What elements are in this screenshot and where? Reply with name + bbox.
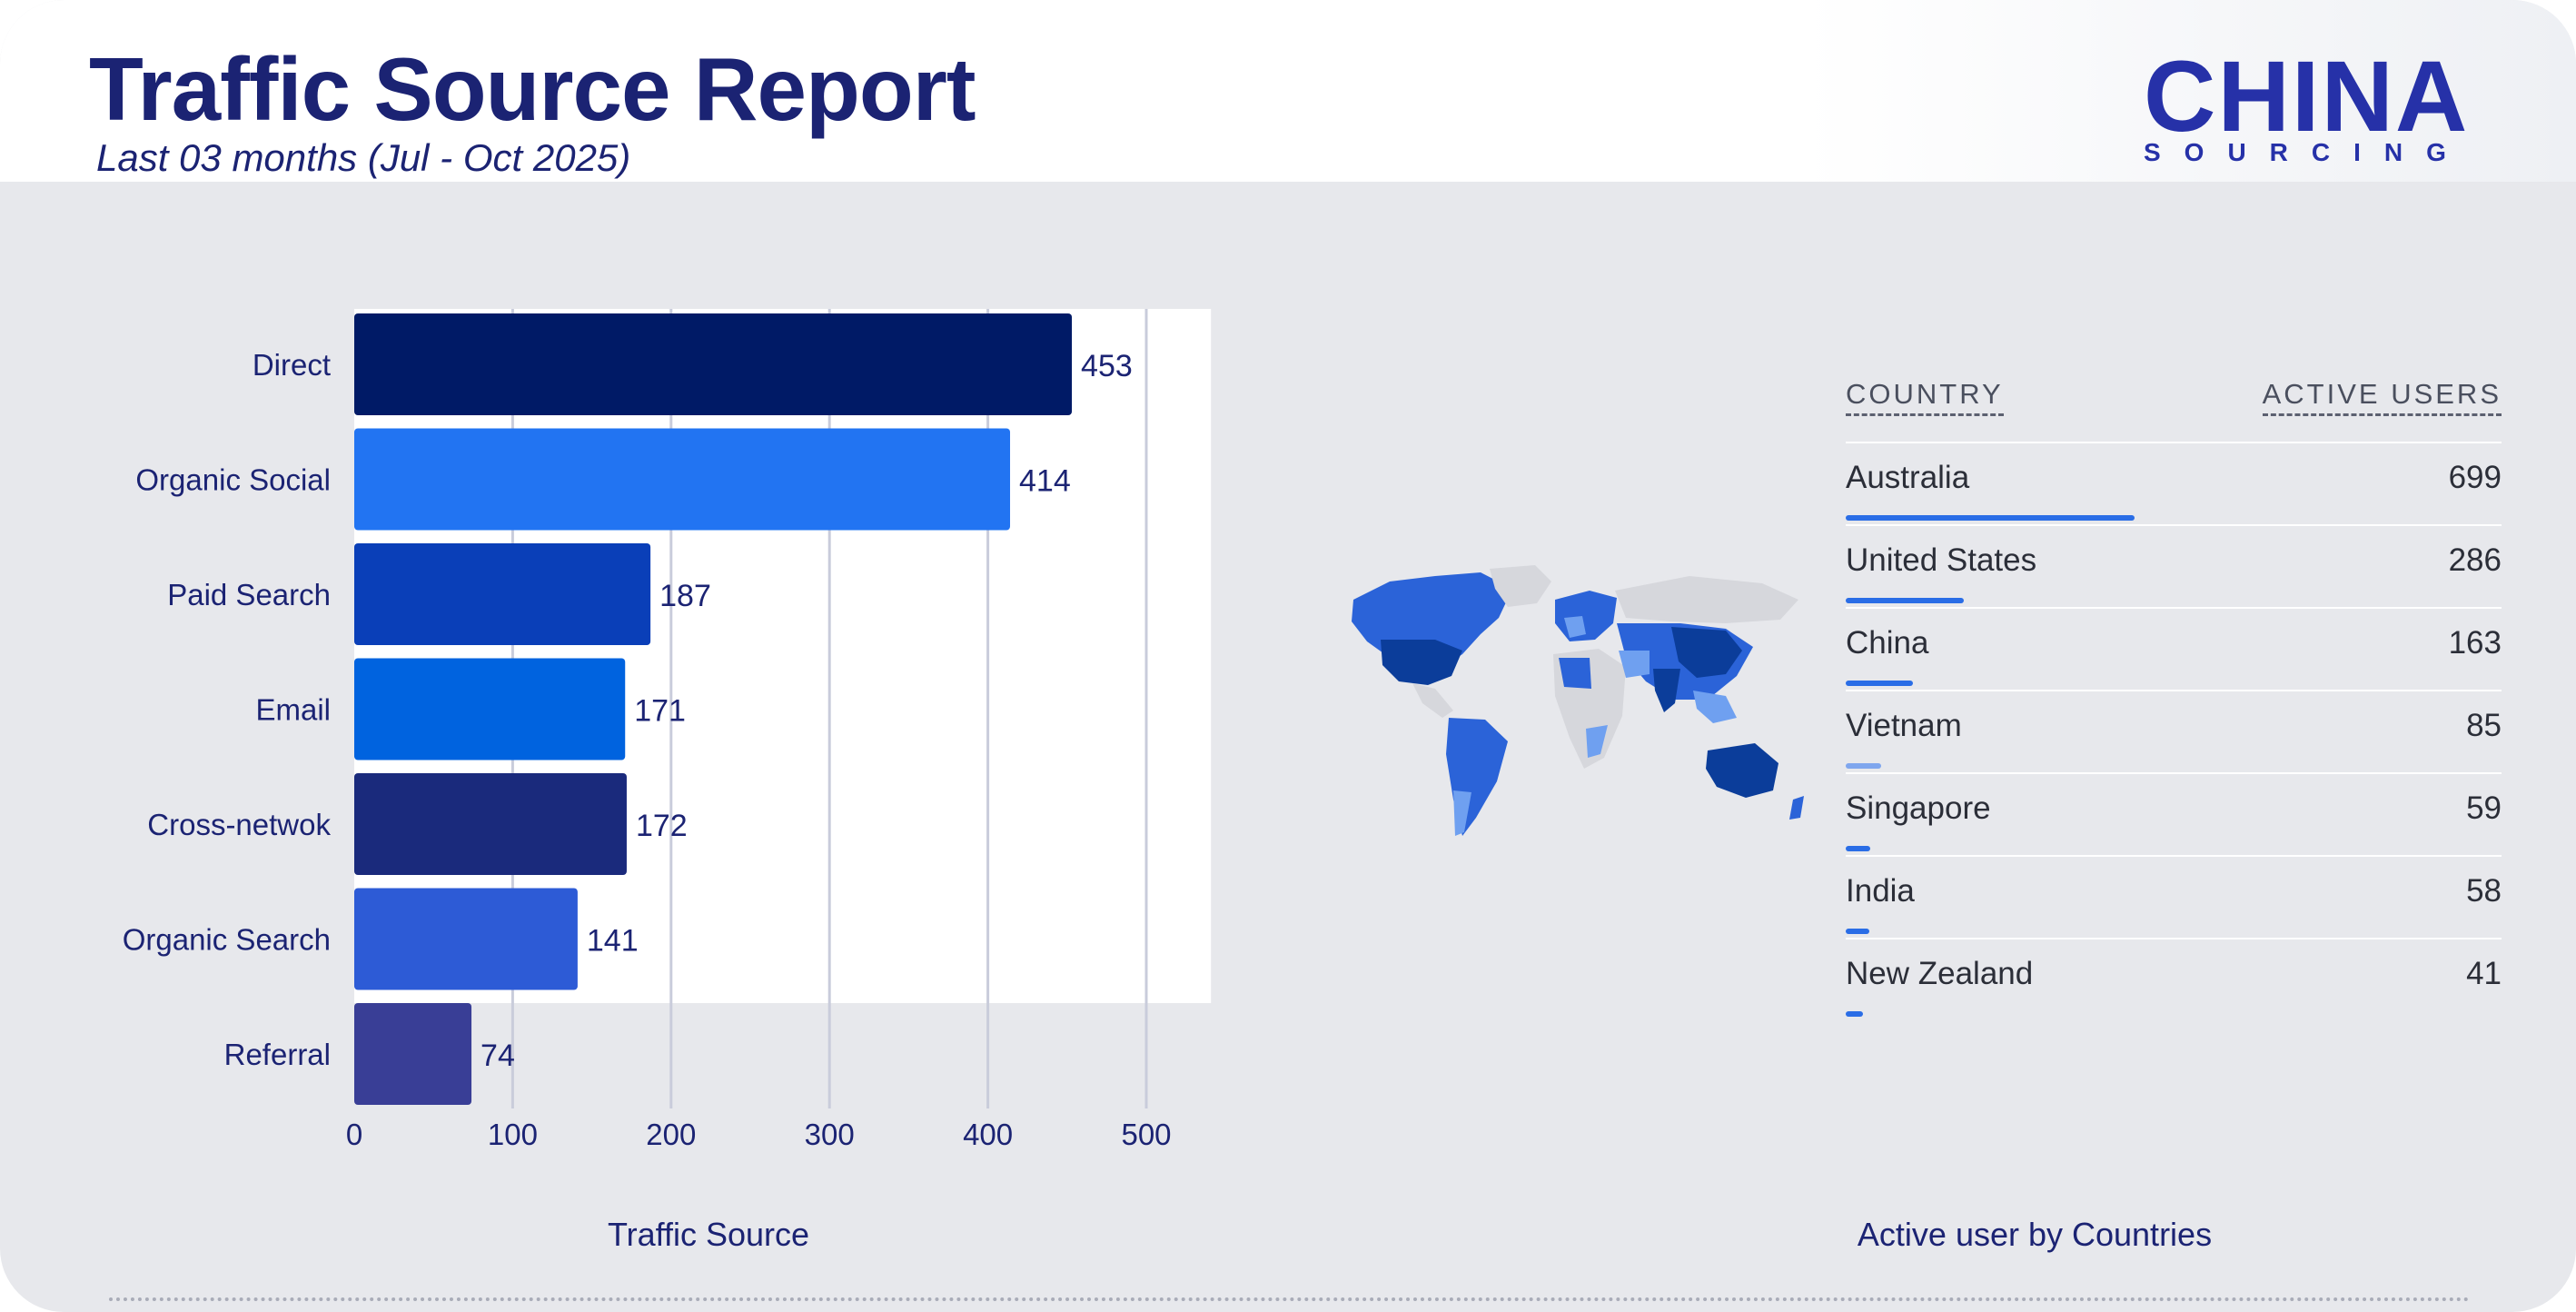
data-label-5: 141 — [587, 924, 639, 959]
logo-sub-text: SOURCING — [2144, 138, 2470, 166]
table-row[interactable]: Australia 699 — [1846, 442, 2502, 524]
map-europe — [1555, 591, 1617, 641]
table-row[interactable]: United States 286 — [1846, 524, 2502, 607]
map-australia — [1706, 743, 1778, 798]
country-name: New Zealand — [1846, 956, 2034, 991]
table-row[interactable]: Singapore 59 — [1846, 772, 2502, 855]
map-usa — [1381, 640, 1462, 685]
active-users-value: 85 — [2466, 708, 2502, 743]
active-users-value: 699 — [2448, 460, 2502, 495]
map-russia — [1615, 576, 1798, 623]
column-header-country[interactable]: COUNTRY — [1846, 378, 2004, 416]
bar-5 — [354, 888, 578, 990]
usage-bar — [1846, 515, 2135, 521]
active-users-value: 286 — [2448, 542, 2502, 578]
column-header-active-users[interactable]: ACTIVE USERS — [2262, 378, 2502, 416]
active-users-value: 58 — [2466, 873, 2502, 909]
logo-main-text: CHINA — [2144, 41, 2470, 153]
table-row[interactable]: China 163 — [1846, 607, 2502, 690]
traffic-source-bar-chart: 453 Direct 414 Organic Social 187 Paid Search… — [123, 309, 1212, 1151]
map-africa-west — [1559, 658, 1591, 689]
category-label-2: Paid Search — [167, 578, 331, 611]
tick-label-1: 100 — [488, 1118, 538, 1151]
map-central-america — [1412, 683, 1453, 718]
map-greenland — [1490, 565, 1551, 607]
table-row[interactable]: India 58 — [1846, 855, 2502, 938]
country-table: COUNTRY ACTIVE USERS Australia 699 United … — [1846, 373, 2502, 1020]
country-name: China — [1846, 625, 1929, 661]
map-africa-south — [1586, 725, 1608, 758]
active-users-value: 163 — [2448, 625, 2502, 661]
usage-bar — [1846, 846, 1870, 851]
header-band — [0, 0, 2576, 182]
plot-background — [354, 309, 1212, 1003]
country-name: India — [1846, 873, 1915, 909]
bar-0 — [354, 313, 1073, 415]
category-label-5: Organic Search — [123, 923, 331, 957]
tick-label-2: 200 — [646, 1118, 696, 1151]
page-title: Traffic Source Report — [89, 39, 976, 139]
category-label-3: Email — [255, 693, 331, 727]
map-india — [1653, 669, 1680, 712]
brand-logo: CHINA SOURCING — [2144, 41, 2470, 170]
usage-bar — [1846, 598, 1965, 603]
map-new-zealand — [1789, 796, 1804, 820]
category-label-6: Referral — [224, 1038, 331, 1071]
data-label-4: 172 — [636, 809, 688, 843]
page-subtitle: Last 03 months (Jul - Oct 2025) — [96, 136, 631, 179]
bar-6 — [354, 1003, 472, 1105]
tick-label-3: 300 — [805, 1118, 855, 1151]
country-name: Singapore — [1846, 790, 1991, 826]
bar-3 — [354, 658, 626, 760]
category-label-0: Direct — [253, 348, 331, 382]
country-rows: Australia 699 United States 286 China 163 Viet… — [1846, 442, 2502, 1020]
tick-label-4: 400 — [963, 1118, 1013, 1151]
table-row[interactable]: Vietnam 85 — [1846, 690, 2502, 772]
bar-4 — [354, 773, 627, 875]
data-label-3: 171 — [634, 694, 686, 729]
data-label-6: 74 — [481, 1039, 515, 1073]
map-south-america-south — [1453, 790, 1471, 836]
active-users-value: 41 — [2466, 956, 2502, 991]
country-name: United States — [1846, 542, 2037, 578]
usage-bar — [1846, 763, 1881, 769]
bar-1 — [354, 428, 1011, 531]
tick-label-5: 500 — [1121, 1118, 1171, 1151]
table-row[interactable]: New Zealand 41 — [1846, 938, 2502, 1020]
tick-label-0: 0 — [346, 1118, 362, 1151]
usage-bar — [1846, 681, 1914, 686]
usage-bar — [1846, 1011, 1863, 1017]
category-label-4: Cross-netwok — [147, 808, 331, 841]
active-users-value: 59 — [2466, 790, 2502, 826]
map-caption: Active user by Countries — [1857, 1216, 2213, 1253]
data-label-0: 453 — [1081, 349, 1133, 383]
map-europe-light — [1564, 616, 1586, 638]
country-name: Vietnam — [1846, 708, 1962, 743]
bar-chart-caption: Traffic Source — [607, 1216, 810, 1253]
footer-divider — [109, 1297, 2471, 1301]
category-label-1: Organic Social — [135, 463, 331, 497]
map-middle-east — [1619, 651, 1650, 678]
bar-2 — [354, 543, 651, 645]
map-southeast-asia — [1693, 691, 1737, 723]
data-label-1: 414 — [1019, 464, 1071, 499]
usage-bar — [1846, 929, 1870, 934]
table-header-row: COUNTRY ACTIVE USERS — [1846, 373, 2502, 442]
world-map-icon — [1352, 565, 1804, 836]
map-china — [1671, 627, 1742, 678]
data-label-2: 187 — [659, 579, 711, 613]
country-name: Australia — [1846, 460, 1970, 495]
